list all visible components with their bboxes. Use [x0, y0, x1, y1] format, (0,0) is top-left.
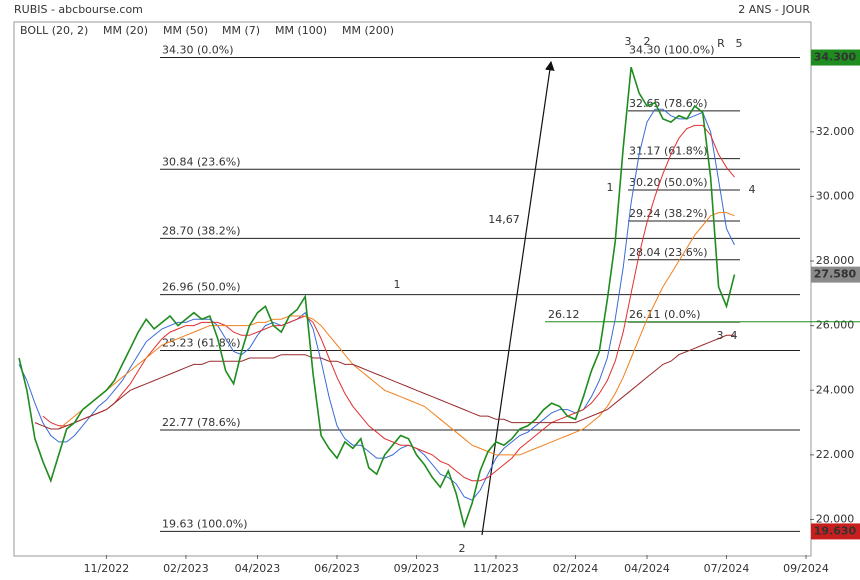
annotation: 3	[717, 329, 724, 342]
y-tick-label: 28.000	[816, 254, 855, 267]
fib-label: 34.30 (0.0%)	[162, 44, 234, 57]
moving-average	[42, 124, 735, 482]
fib-label: 25.23 (61.8%)	[162, 337, 241, 350]
price-badge-label: 34.300	[814, 51, 857, 64]
price-badge-label: 19.630	[814, 524, 857, 537]
fib-label: 26.11 (0.0%)	[629, 308, 701, 321]
x-tick-label: 07/2024	[704, 562, 750, 575]
annotation: 2	[644, 35, 651, 48]
price-line	[18, 66, 736, 529]
legend-entry: MM (20)	[103, 24, 148, 37]
arrow	[481, 60, 555, 536]
fib-label: 26.96 (50.0%)	[162, 281, 241, 294]
annotation: R	[717, 37, 725, 50]
fib-label: 31.17 (61.8%)	[629, 145, 708, 158]
y-tick-label: 26.000	[816, 319, 855, 332]
annotation: 2	[459, 542, 466, 555]
x-tick-label: 06/2023	[314, 562, 360, 575]
fib-label: 30.20 (50.0%)	[629, 176, 708, 189]
fib-label: 32.65 (78.6%)	[629, 97, 708, 110]
annotation: 4	[731, 329, 738, 342]
annotation: 4	[749, 183, 756, 196]
x-tick-label: 04/2024	[624, 562, 670, 575]
annotation: 1	[607, 181, 614, 194]
x-tick-label: 04/2023	[235, 562, 281, 575]
x-tick-label: 11/2022	[84, 562, 130, 575]
x-tick-label: 09/2023	[394, 562, 440, 575]
fib-label: 28.04 (23.6%)	[629, 246, 708, 259]
fib-label: 34.30 (100.0%)	[629, 44, 715, 57]
period: 2 ANS - JOUR	[738, 3, 810, 16]
fib-label: 22.77 (78.6%)	[162, 416, 241, 429]
moving-average	[58, 212, 735, 456]
chart-title: RUBIS - abcbourse.com	[14, 3, 143, 16]
annotation: 5	[736, 37, 743, 50]
x-tick-label: 11/2023	[473, 562, 519, 575]
legend-entry: MM (7)	[222, 24, 260, 37]
price-badge	[811, 266, 860, 283]
annotation: 1	[394, 278, 401, 291]
x-tick-label: 09/2024	[783, 562, 829, 575]
price-badge	[811, 49, 860, 66]
legend-entry: MM (200)	[342, 24, 394, 37]
x-tick-label: 02/2024	[553, 562, 599, 575]
x-tick-label: 02/2023	[163, 562, 209, 575]
legend-entry: MM (50)	[163, 24, 208, 37]
fib-label: 28.70 (38.2%)	[162, 224, 241, 237]
y-tick-label: 24.000	[816, 383, 855, 396]
annotation: 14,67	[488, 213, 520, 226]
legend-entry: MM (100)	[275, 24, 327, 37]
price-badge	[811, 523, 860, 540]
legend-entry: BOLL (20, 2)	[20, 24, 88, 37]
y-tick-label: 30.000	[816, 189, 855, 202]
moving-average	[18, 108, 735, 501]
y-tick-label: 32.000	[816, 125, 855, 138]
price-badge-label: 27.580	[814, 268, 857, 281]
annotation: 3	[625, 35, 632, 48]
y-tick-label: 20.000	[816, 512, 855, 525]
plot-frame	[13, 21, 812, 557]
fib-label: 29.24 (38.2%)	[629, 207, 708, 220]
fib-label: 30.84 (23.6%)	[162, 155, 241, 168]
y-tick-label: 22.000	[816, 448, 855, 461]
moving-average	[34, 334, 735, 430]
support-label: 26.12	[548, 308, 580, 321]
fib-label: 19.63 (100.0%)	[162, 517, 248, 530]
